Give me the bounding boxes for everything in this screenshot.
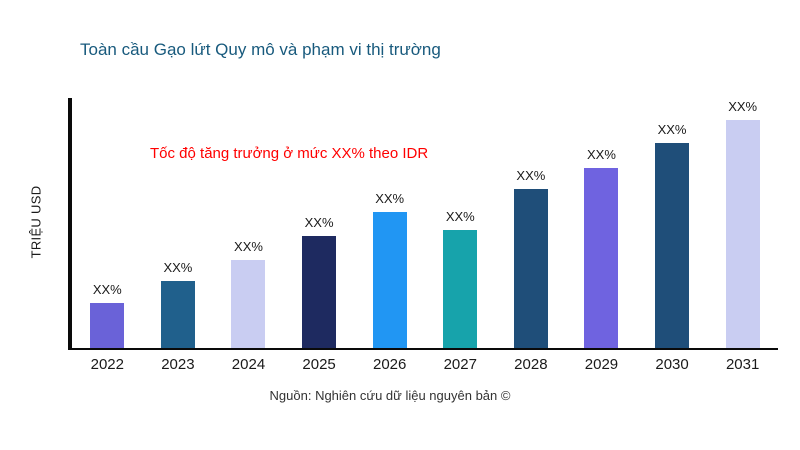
x-tick-label: 2029 [584, 356, 619, 373]
bar-group: XX% [708, 98, 778, 348]
bar-2026 [372, 212, 407, 348]
x-tick-label: 2026 [372, 356, 407, 373]
bar-group: XX% [143, 98, 213, 348]
bar-value-label: XX% [728, 99, 758, 114]
y-axis-label: TRIỆU USD [28, 185, 44, 259]
x-tick-label: 2024 [231, 356, 266, 373]
bar-2024 [231, 260, 266, 348]
x-tick-label: 2030 [655, 356, 689, 373]
x-tick-label: 2025 [302, 356, 336, 373]
bar-value-label: XX% [304, 215, 334, 230]
source-attribution: Nguồn: Nghiên cứu dữ liệu nguyên bản © [269, 388, 511, 403]
growth-annotation: Tốc độ tăng trưởng ở mức XX% theo IDR [150, 145, 429, 162]
x-tick-label: 2023 [161, 356, 195, 373]
bar-2027 [443, 230, 478, 348]
bar-value-label: XX% [587, 147, 616, 162]
bar-group: XX% [637, 98, 707, 348]
bar-value-label: XX% [375, 191, 405, 206]
bar-group: XX% [284, 98, 354, 348]
bar-value-label: XX% [445, 209, 475, 224]
bar-value-label: XX% [516, 168, 546, 183]
bar-value-label: XX% [657, 122, 687, 137]
bar-value-label: XX% [234, 239, 263, 254]
x-tick-label: 2022 [90, 356, 124, 373]
chart-title: Toàn cầu Gạo lứt Quy mô và phạm vi thị t… [80, 40, 441, 59]
x-tick-label: 2028 [514, 356, 548, 373]
bar-group: XX% [496, 98, 566, 348]
bar-group: XX% [213, 98, 283, 348]
bar-value-label: XX% [163, 260, 193, 275]
bar-2028 [513, 189, 548, 348]
bar-value-label: XX% [92, 282, 122, 297]
bar-group: XX% [355, 98, 425, 348]
bar-group: XX% [72, 98, 142, 348]
bar-2029 [584, 168, 619, 348]
bar-group: XX% [425, 98, 495, 348]
x-tick-label: 2027 [443, 356, 477, 373]
bar-2022 [90, 303, 125, 348]
bar-group: XX% [566, 98, 636, 348]
x-axis-labels: 2022 2023 2024 2025 2026 2027 2028 2029 2030 2031 [72, 356, 778, 373]
bar-2031 [725, 120, 760, 348]
bar-2025 [302, 236, 337, 348]
bar-2023 [160, 281, 195, 348]
bar-2030 [655, 143, 690, 348]
plot-area: XX% XX% XX% XX% XX% XX% XX% XX% XX% XX% [68, 98, 778, 350]
x-tick-label: 2031 [725, 356, 760, 373]
